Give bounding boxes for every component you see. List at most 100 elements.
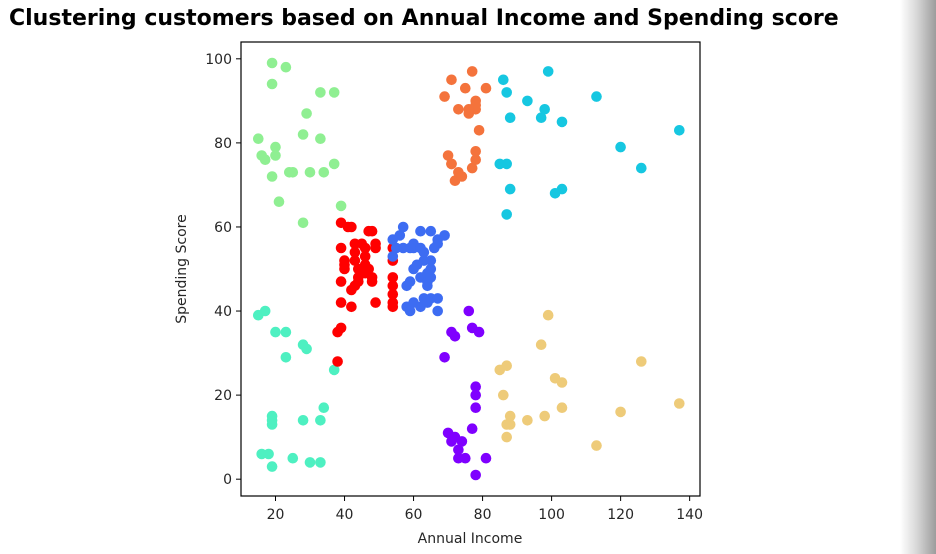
data-point-cluster-8-3 [501, 360, 512, 372]
data-point-cluster-6-7 [504, 112, 516, 123]
data-point-cluster-3-6 [335, 242, 347, 254]
data-point-cluster-5-21 [463, 104, 475, 115]
data-point-cluster-7-12 [466, 423, 478, 435]
data-point-cluster-2-7 [266, 410, 278, 422]
data-point-cluster-2-8 [266, 419, 278, 430]
data-point-cluster-2-11 [280, 352, 292, 363]
x-tick-label-140: 140 [676, 507, 703, 523]
data-point-cluster-8-6 [504, 419, 516, 430]
data-point-cluster-2-9 [270, 326, 281, 338]
data-point-cluster-3-13 [346, 301, 357, 313]
data-point-cluster-3-3 [335, 322, 347, 334]
data-point-cluster-3-29 [366, 225, 378, 237]
x-tick-label-80: 80 [474, 507, 492, 523]
data-point-cluster-4-4 [394, 230, 406, 241]
data-point-cluster-2-20 [328, 364, 340, 376]
data-point-cluster-1-10 [280, 61, 292, 73]
data-point-cluster-3-36 [387, 297, 399, 308]
data-point-cluster-8-5 [501, 431, 512, 443]
data-point-cluster-7-15 [470, 402, 482, 414]
data-point-cluster-2-17 [315, 457, 326, 468]
data-point-cluster-7-9 [456, 436, 468, 447]
y-tick-label-80: 80 [214, 136, 232, 152]
data-point-cluster-6-9 [535, 112, 547, 123]
data-point-cluster-7-11 [463, 305, 475, 317]
data-point-cluster-3-34 [370, 238, 381, 250]
data-point-cluster-5-12 [466, 66, 478, 77]
data-point-cluster-1-12 [287, 167, 299, 178]
data-point-cluster-2-12 [287, 452, 299, 464]
data-point-cluster-2-15 [301, 343, 312, 355]
data-point-cluster-3-37 [387, 288, 399, 300]
data-point-cluster-3-20 [353, 276, 364, 287]
data-point-cluster-2-13 [297, 415, 309, 426]
data-point-cluster-3-10 [339, 263, 350, 275]
data-point-cluster-5-2 [442, 150, 454, 161]
data-point-cluster-8-10 [539, 410, 550, 422]
data-point-cluster-4-1 [387, 251, 399, 262]
data-point-cluster-8-14 [556, 377, 568, 388]
x-tick-label-120: 120 [607, 507, 634, 523]
data-point-cluster-5-5 [446, 158, 457, 170]
y-tick-label-60: 60 [214, 220, 232, 236]
data-point-cluster-4-38 [432, 293, 444, 304]
data-point-cluster-1-22 [335, 200, 347, 212]
data-point-cluster-7-10 [460, 452, 471, 464]
y-tick-label-0: 0 [223, 472, 232, 488]
data-point-cluster-6-5 [501, 87, 512, 98]
plot-frame [240, 41, 701, 497]
data-point-cluster-2-19 [318, 402, 330, 414]
data-point-cluster-8-18 [674, 398, 685, 409]
chart-title: Clustering customers based on Annual Inc… [9, 6, 839, 31]
data-point-cluster-6-10 [539, 104, 550, 115]
data-point-cluster-5-15 [470, 154, 482, 165]
data-point-cluster-6-8 [522, 95, 533, 107]
data-point-cluster-1-16 [304, 167, 316, 178]
data-point-cluster-2-5 [266, 461, 278, 472]
data-point-cluster-8-7 [504, 410, 516, 422]
data-point-cluster-1-3 [259, 154, 271, 165]
data-point-cluster-1-9 [266, 57, 278, 69]
data-point-cluster-3-28 [363, 263, 375, 275]
data-point-cluster-4-37 [432, 305, 444, 317]
data-point-cluster-8-11 [542, 309, 554, 321]
data-point-cluster-6-16 [615, 141, 626, 153]
data-points [252, 57, 685, 481]
data-point-cluster-1-15 [301, 108, 312, 119]
data-point-cluster-2-10 [280, 326, 292, 338]
data-point-cluster-1-18 [315, 87, 326, 98]
data-point-cluster-7-14 [470, 381, 482, 393]
window-edge-shadow [900, 0, 936, 554]
data-point-cluster-4-33 [425, 255, 437, 266]
data-point-cluster-6-17 [636, 162, 647, 174]
data-point-cluster-3-17 [349, 255, 361, 266]
data-point-cluster-3-33 [370, 297, 381, 308]
data-point-cluster-6-11 [542, 66, 554, 77]
data-point-cluster-5-7 [453, 104, 464, 115]
data-point-cluster-1-7 [270, 141, 281, 153]
data-point-cluster-1-14 [297, 217, 309, 229]
data-point-cluster-3-5 [335, 276, 347, 287]
data-point-cluster-1-5 [266, 171, 278, 182]
data-point-cluster-1-21 [328, 87, 340, 98]
data-point-cluster-4-9 [404, 276, 416, 287]
data-point-cluster-3-12 [346, 221, 357, 233]
data-point-cluster-5-13 [466, 162, 478, 174]
data-point-cluster-1-17 [315, 133, 326, 144]
data-point-cluster-5-19 [473, 125, 485, 136]
data-point-cluster-3-2 [332, 356, 343, 367]
data-point-cluster-4-31 [425, 263, 437, 275]
data-point-cluster-5-9 [456, 171, 468, 182]
data-point-cluster-3-23 [359, 242, 371, 254]
data-point-cluster-4-39 [439, 230, 450, 241]
data-point-cluster-4-10 [404, 305, 416, 317]
data-point-cluster-6-18 [674, 125, 685, 136]
data-point-cluster-6-15 [591, 91, 602, 102]
data-point-cluster-3-16 [349, 246, 361, 258]
data-point-cluster-7-17 [470, 469, 482, 481]
data-point-cluster-3-24 [359, 251, 371, 262]
data-point-cluster-5-20 [480, 82, 492, 94]
data-point-cluster-8-17 [636, 356, 647, 367]
data-point-cluster-4-5 [397, 221, 409, 233]
